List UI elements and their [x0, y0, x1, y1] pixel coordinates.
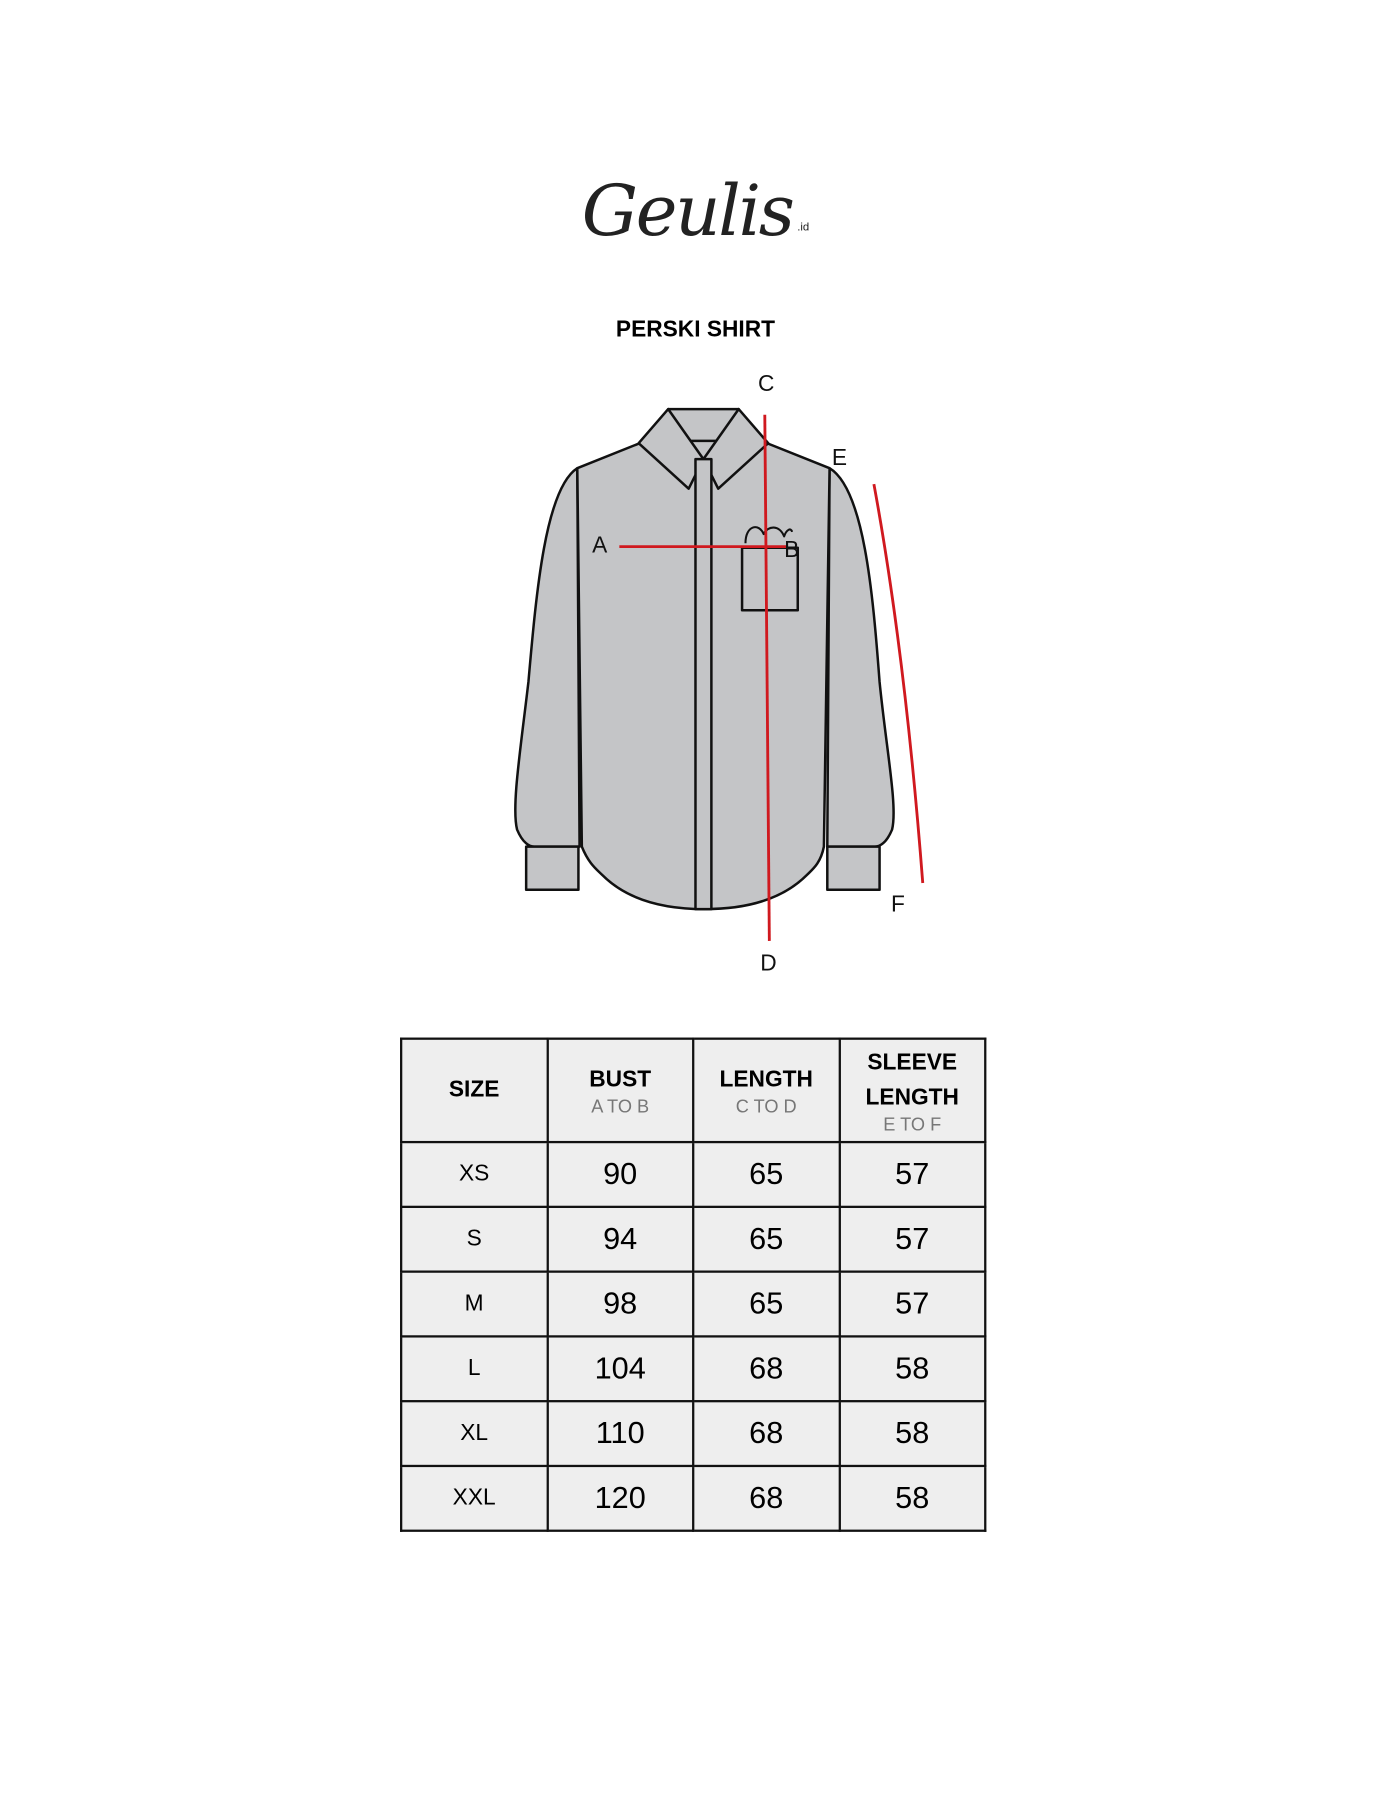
table-header-row: SIZE BUST A TO B LENGTH C TO D SLEEVE LENG… — [400, 1037, 987, 1144]
length-cell: 68 — [692, 1400, 841, 1468]
header-length: LENGTH C TO D — [692, 1037, 841, 1144]
table-row: XL 110 68 58 — [400, 1400, 987, 1468]
bust-cell: 120 — [546, 1464, 695, 1532]
size-cell: S — [400, 1205, 549, 1273]
measure-sleeve-line — [872, 483, 925, 884]
bust-cell: 110 — [546, 1400, 695, 1468]
sleeve-length-cell: 58 — [838, 1400, 987, 1468]
length-cell: 68 — [692, 1464, 841, 1532]
length-cell: 68 — [692, 1335, 841, 1403]
bust-cell: 98 — [546, 1270, 695, 1338]
table-row: S 94 65 57 — [400, 1205, 987, 1273]
length-cell: 65 — [692, 1205, 841, 1273]
brand-logo-suffix: .id — [797, 221, 810, 235]
length-cell: 65 — [692, 1140, 841, 1208]
size-cell: M — [400, 1270, 549, 1338]
shirt-diagram — [514, 407, 925, 941]
sleeve-length-cell: 58 — [838, 1464, 987, 1532]
label-b: B — [784, 537, 800, 563]
right-cuff — [826, 845, 881, 892]
product-title: PERSKI SHIRT — [615, 317, 776, 343]
size-cell: XS — [400, 1140, 549, 1208]
table-row: M 98 65 57 — [400, 1270, 987, 1338]
left-sleeve — [514, 466, 581, 848]
label-d: D — [760, 951, 777, 977]
brand-logo: Geulis — [581, 169, 795, 253]
size-cell: XL — [400, 1400, 549, 1468]
label-f: F — [890, 892, 905, 918]
label-a: A — [592, 532, 608, 558]
size-cell: XXL — [400, 1464, 549, 1532]
size-cell: L — [400, 1335, 549, 1403]
label-e: E — [831, 445, 848, 471]
placket — [694, 457, 713, 911]
collar-left — [637, 407, 705, 490]
table-row: XXL 120 68 58 — [400, 1464, 987, 1532]
header-sleeve-length: SLEEVE LENGTH E TO F — [838, 1037, 987, 1144]
pocket-embroidery — [744, 526, 794, 544]
label-c: C — [757, 371, 775, 397]
bust-cell: 90 — [546, 1140, 695, 1208]
sleeve-length-cell: 57 — [838, 1205, 987, 1273]
brand-logo-row: Geulis .id — [0, 170, 1391, 252]
sleeve-length-cell: 58 — [838, 1335, 987, 1403]
sleeve-length-cell: 57 — [838, 1140, 987, 1208]
bust-cell: 104 — [546, 1335, 695, 1403]
left-cuff — [524, 845, 580, 892]
table-row: L 104 68 58 — [400, 1335, 987, 1403]
header-size: SIZE — [400, 1037, 549, 1144]
header-bust: BUST A TO B — [546, 1037, 695, 1144]
table-row: XS 90 65 57 — [400, 1140, 987, 1208]
size-table: SIZE BUST A TO B LENGTH C TO D SLEEVE LENG… — [400, 1037, 987, 1532]
measure-length-line — [763, 414, 771, 941]
bust-cell: 94 — [546, 1205, 695, 1273]
right-sleeve — [826, 466, 895, 848]
collar-right — [702, 407, 770, 490]
length-cell: 65 — [692, 1270, 841, 1338]
sleeve-length-cell: 57 — [838, 1270, 987, 1338]
